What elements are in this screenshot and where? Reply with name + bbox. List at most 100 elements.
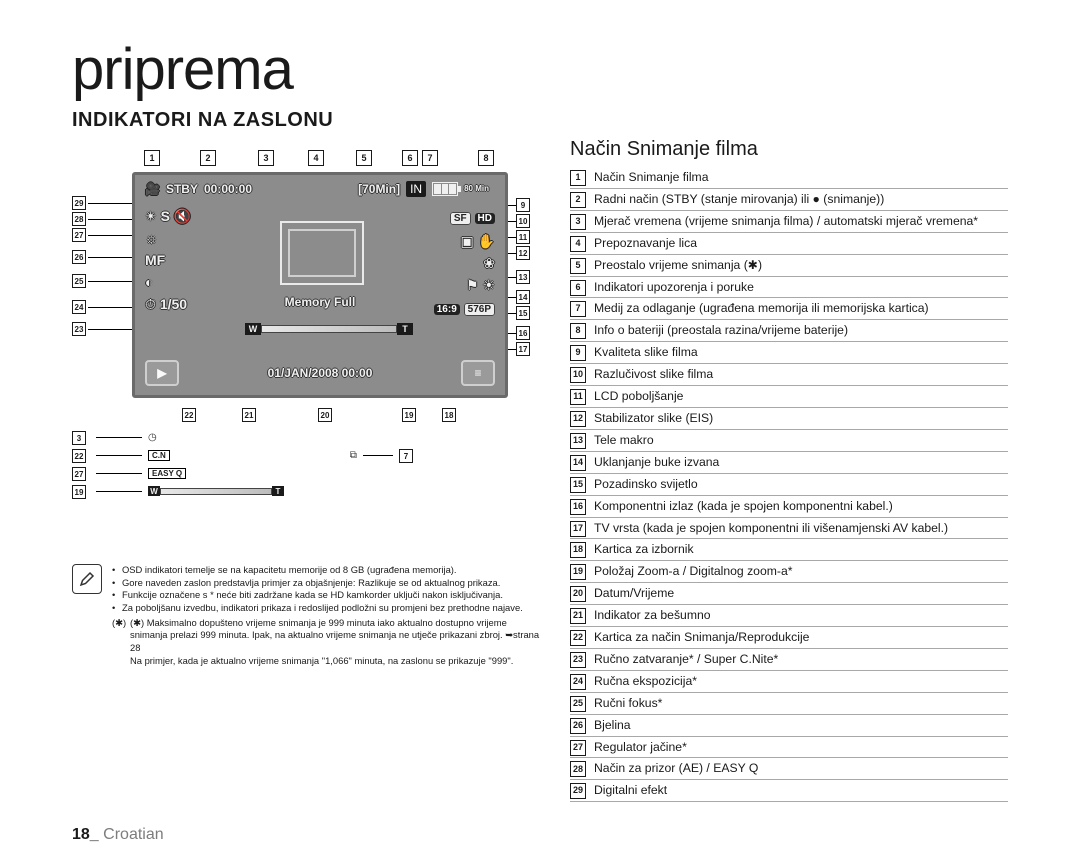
selftimer-icon: ◷ [148, 432, 157, 443]
callout-21: 21 [242, 408, 256, 422]
easyq-tag: EASY Q [148, 468, 186, 479]
s-indicator: S [161, 208, 170, 224]
mini-zoom-bar: W T [148, 486, 284, 496]
sf-badge: SF [450, 212, 471, 225]
legend-text: Datum/Vrijeme [594, 584, 1008, 603]
legend-text: Uklanjanje buke izvana [594, 453, 1008, 472]
backlight-icon: ☀ [482, 274, 495, 296]
callout-25: 25 [72, 274, 86, 288]
tele-macro-icon: ❀ [483, 252, 495, 274]
date-time: 01/JAN/2008 00:00 [268, 366, 373, 380]
callout-27: 27 [72, 228, 86, 242]
legend-text: Tele makro [594, 431, 1008, 450]
panel-left-icons: ✴ S 🔇 ☼ MF ◐ ⏱ 1/50 [145, 205, 191, 315]
menu-tab: ≡ [461, 360, 495, 386]
legend-text: Kvaliteta slike filma [594, 343, 1008, 362]
legend-text: Način za prizor (AE) / EASY Q [594, 759, 1008, 778]
legend-row: 15Pozadinsko svijetlo [570, 474, 1008, 496]
legend-row: 16 Komponentni izlaz (kada je spojen komp… [570, 496, 1008, 518]
stby-indicator: STBY [166, 182, 198, 196]
page-footer: 18_ Croatian [72, 826, 164, 844]
card-icon: ⧉ [350, 450, 357, 461]
legend-number: 25 [570, 696, 586, 712]
legend-list: 1Način Snimanje filma2Radni način (STBY … [570, 167, 1008, 802]
legend-number: 5 [570, 258, 586, 274]
legend-text: Info o bateriji (preostala razina/vrijem… [594, 321, 1008, 340]
legend-text: Mjerač vremena (vrijeme snimanja filma) … [594, 212, 1008, 231]
zoom-t-cap: T [397, 323, 413, 335]
note-3: Funkcije označene s * neće biti zadržane… [122, 589, 503, 602]
legend-number: 13 [570, 433, 586, 449]
timer-indicator: 00:00:00 [204, 182, 252, 196]
legend-text: Indikatori upozorenja i poruke [594, 278, 1008, 297]
play-mode-tab: ▶ [145, 360, 179, 386]
callout-8: 8 [478, 150, 494, 166]
legend-number: 19 [570, 564, 586, 580]
callout-23: 23 [72, 322, 86, 336]
legend-row: 18Kartica za izbornik [570, 539, 1008, 561]
legend-row: 21Indikator za bešumno [570, 605, 1008, 627]
mute-icon: 🔇 [174, 205, 191, 227]
callout-29: 29 [72, 196, 86, 210]
legend-row: 9Kvaliteta slike filma [570, 342, 1008, 364]
callout-28: 28 [72, 212, 86, 226]
callout-2: 2 [200, 150, 216, 166]
legend-row: 13 Tele makro [570, 430, 1008, 452]
callout-20: 20 [318, 408, 332, 422]
legend-number: 29 [570, 783, 586, 799]
legend-row: 26 Bjelina [570, 715, 1008, 737]
legend-text: LCD poboljšanje [594, 387, 1008, 406]
legend-row: 25 Ručni fokus* [570, 693, 1008, 715]
legend-number: 16 [570, 499, 586, 515]
legend-text: Medij za odlaganje (ugrađena memorija il… [594, 299, 1008, 318]
legend-text: Bjelina [594, 716, 1008, 735]
mini-3: 3 [72, 431, 86, 445]
legend-number: 26 [570, 718, 586, 734]
display-diagram: 1 2 3 4 5 6 7 8 29 28 27 26 25 24 [72, 148, 542, 468]
battery-icon [432, 182, 458, 196]
legend-row: 28Način za prizor (AE) / EASY Q [570, 758, 1008, 780]
legend-row: 7 Medij za odlaganje (ugrađena memorija i… [570, 298, 1008, 320]
legend-number: 7 [570, 301, 586, 317]
callout-24: 24 [72, 300, 86, 314]
legend-text: Način Snimanje filma [594, 168, 1008, 187]
legend-text: Kartica za način Snimanja/Reprodukcije [594, 628, 1008, 647]
callout-10: 10 [516, 214, 530, 228]
callout-9: 9 [516, 198, 530, 212]
cn-tag: C.N [148, 450, 170, 461]
legend-text: Regulator jačine* [594, 738, 1008, 757]
panel-bottom-bar: ▶ 01/JAN/2008 00:00 ≡ [145, 359, 495, 387]
page-title: priprema [72, 36, 1008, 103]
legend-text: Ručni fokus* [594, 694, 1008, 713]
lcd-panel: 🎥 STBY 00:00:00 [70Min] IN 80 Min ✴ S 🔇 … [132, 172, 508, 398]
legend-row: 14 Uklanjanje buke izvana [570, 452, 1008, 474]
note-1: OSD indikatori temelje se na kapacitetu … [122, 564, 457, 577]
legend-row: 5Preostalo vrijeme snimanja (✱) [570, 255, 1008, 277]
legend-text: Ručna ekspozicija* [594, 672, 1008, 691]
shutter-icon: ⏱ [145, 293, 156, 315]
legend-text: Komponentni izlaz (kada je spojen kompon… [594, 497, 1008, 516]
page-language: Croatian [103, 826, 163, 843]
legend-row: 27Regulator jačine* [570, 737, 1008, 759]
legend-number: 6 [570, 280, 586, 296]
two-column-layout: 1 2 3 4 5 6 7 8 29 28 27 26 25 24 [72, 138, 1008, 802]
legend-number: 3 [570, 214, 586, 230]
legend-number: 23 [570, 652, 586, 668]
legend-text: Razlučivost slike filma [594, 365, 1008, 384]
legend-row: 20Datum/Vrijeme [570, 583, 1008, 605]
legend-text: Položaj Zoom-a / Digitalnog zoom-a* [594, 562, 1008, 581]
notes-section: •OSD indikatori temelje se na kapacitetu… [72, 564, 542, 668]
callout-17: 17 [516, 342, 530, 356]
mini-callouts: 3 ◷ 22 C.N ⧉ 7 27 [72, 428, 423, 500]
legend-number: 14 [570, 455, 586, 471]
legend-row: 19 Položaj Zoom-a / Digitalnog zoom-a* [570, 561, 1008, 583]
note-icon [72, 564, 102, 594]
mini-22: 22 [72, 449, 86, 463]
exposure-icon: ◐ [145, 271, 153, 293]
legend-number: 8 [570, 323, 586, 339]
callout-6: 6 [402, 150, 418, 166]
callout-16: 16 [516, 326, 530, 340]
legend-text: TV vrsta (kada je spojen komponentni ili… [594, 519, 1008, 538]
star-note: (✱) Maksimalno dopušteno vrijeme snimanj… [130, 617, 542, 668]
legend-text: Stabilizator slike (EIS) [594, 409, 1008, 428]
